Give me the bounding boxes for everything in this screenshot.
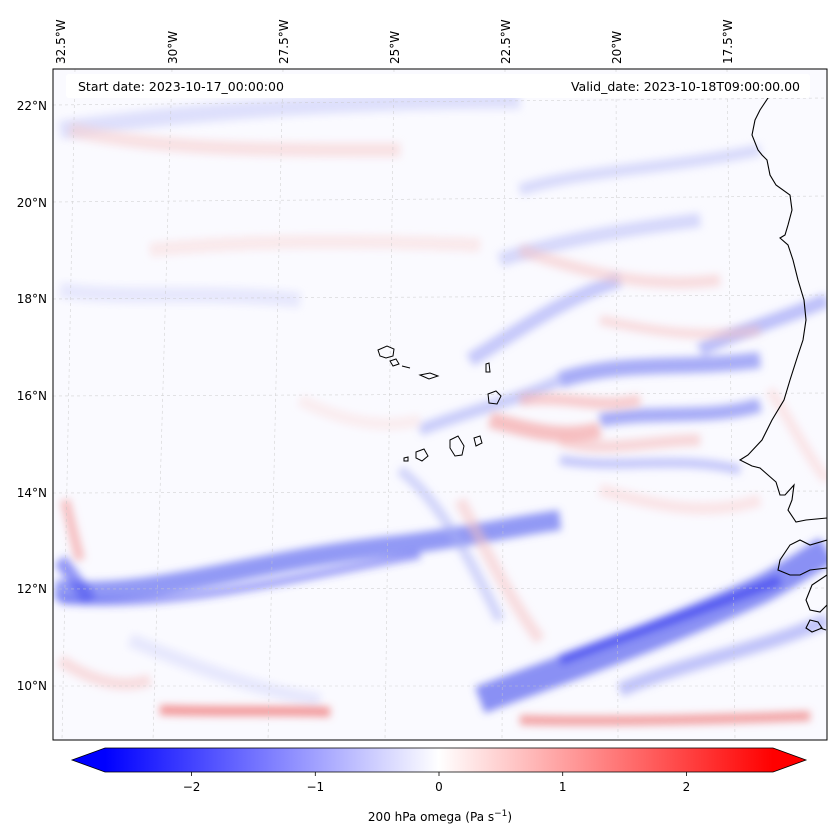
- colorbar-tick-label: −2: [183, 780, 201, 794]
- colorbar: −2 −1 0 1 2 200 hPa omega (Pa s−1): [70, 747, 808, 824]
- colorbar-ticks: −2 −1 0 1 2: [183, 772, 690, 794]
- lat-label-18n: 18°N: [17, 292, 47, 306]
- colorbar-tick-label: −1: [306, 780, 324, 794]
- graticule: [53, 69, 827, 740]
- colorbar-label-main: 200 hPa omega (Pa s: [368, 810, 494, 824]
- lon-label-30w: 30°W: [166, 31, 180, 64]
- colorbar-label-exponent: −1: [494, 809, 507, 819]
- valid-date-label: Valid_date: 2023-10-18T09:00:00.00: [571, 79, 800, 94]
- lat-label-14n: 14°N: [17, 486, 47, 500]
- map-panel: [53, 69, 827, 740]
- lat-label-16n: 16°N: [17, 389, 47, 403]
- lon-label-32.5w: 32.5°W: [54, 19, 68, 64]
- cape-verde-islands: [377, 345, 502, 462]
- lat-label-20n: 20°N: [17, 196, 47, 210]
- colorbar-label-tail: ): [507, 810, 512, 824]
- lon-label-20w: 20°W: [610, 31, 624, 64]
- colorbar-tick-label: 0: [435, 780, 443, 794]
- latitude-labels: 22°N 20°N 18°N 16°N 14°N 12°N 10°N: [17, 99, 47, 693]
- lon-label-25w: 25°W: [388, 31, 402, 64]
- longitude-labels: 32.5°W 30°W 27.5°W 25°W 22.5°W 20°W 17.5…: [54, 19, 735, 64]
- start-date-label: Start date: 2023-10-17_00:00:00: [78, 79, 284, 94]
- lon-label-22.5w: 22.5°W: [499, 19, 513, 64]
- map-frame: [52, 68, 828, 741]
- colorbar-extend-left: [72, 748, 105, 772]
- colorbar-label: 200 hPa omega (Pa s−1): [368, 809, 512, 824]
- colorbar-tick-label: 1: [559, 780, 567, 794]
- colorbar-outline: [70, 747, 808, 773]
- lat-label-12n: 12°N: [17, 582, 47, 596]
- lon-label-27.5w: 27.5°W: [277, 19, 291, 64]
- header-band: [66, 74, 810, 98]
- africa-coastline: [738, 79, 827, 633]
- colorbar-tick-label: 2: [683, 780, 691, 794]
- lon-label-17.5w: 17.5°W: [721, 19, 735, 64]
- lat-label-10n: 10°N: [17, 679, 47, 693]
- colorbar-gradient: [105, 748, 773, 772]
- lat-label-22n: 22°N: [17, 99, 47, 113]
- colorbar-extend-right: [773, 748, 806, 772]
- omega-field-positive: [56, 123, 827, 726]
